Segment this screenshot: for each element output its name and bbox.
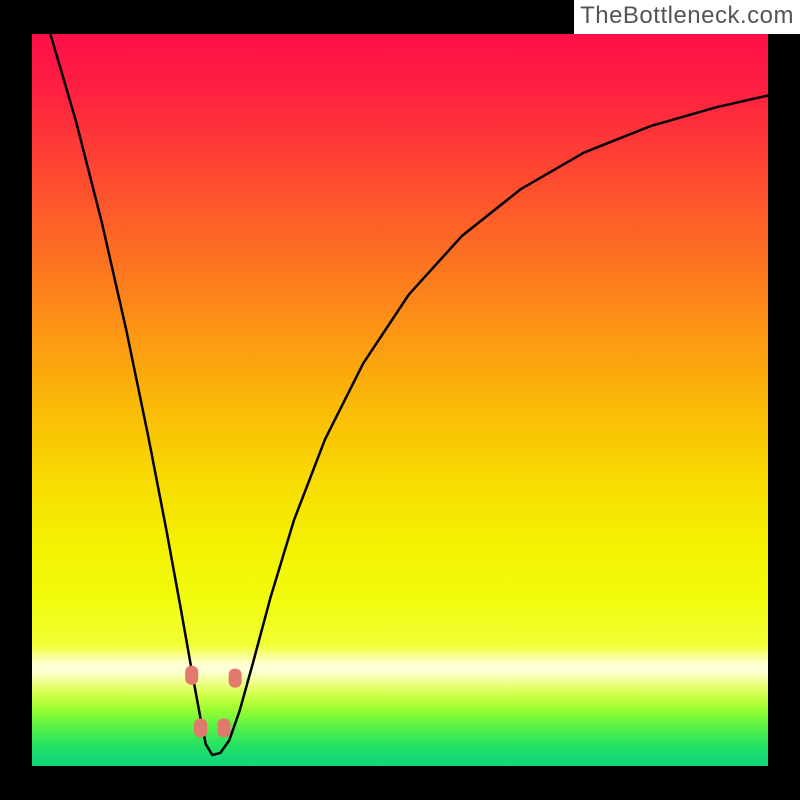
curve-marker	[218, 718, 231, 737]
chart-root: TheBottleneck.com	[0, 0, 800, 800]
curve-marker	[194, 718, 207, 737]
watermark-label: TheBottleneck.com	[574, 0, 800, 34]
gradient-background	[32, 34, 768, 766]
curve-marker	[185, 666, 198, 685]
curve-marker	[229, 669, 242, 688]
bottleneck-chart	[0, 0, 800, 800]
